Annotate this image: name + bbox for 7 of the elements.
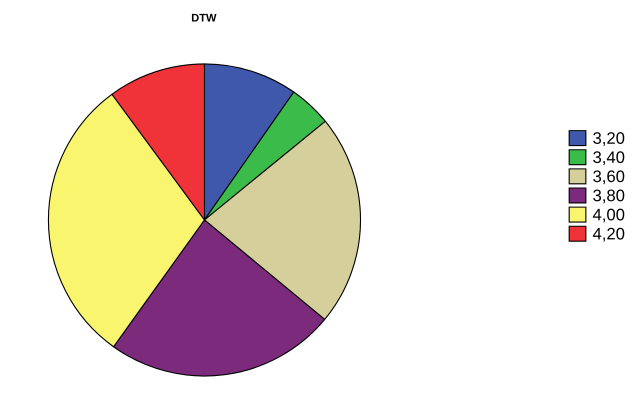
legend-label: 3,20: [593, 132, 624, 146]
chart-title: DTW: [192, 14, 216, 22]
legend-label: 3,60: [593, 170, 624, 184]
legend-label: 3,40: [593, 151, 624, 166]
legend-label: 4,00: [592, 208, 624, 222]
legend-label: 3,80: [593, 190, 624, 204]
legend-label: 4,20: [592, 228, 624, 242]
